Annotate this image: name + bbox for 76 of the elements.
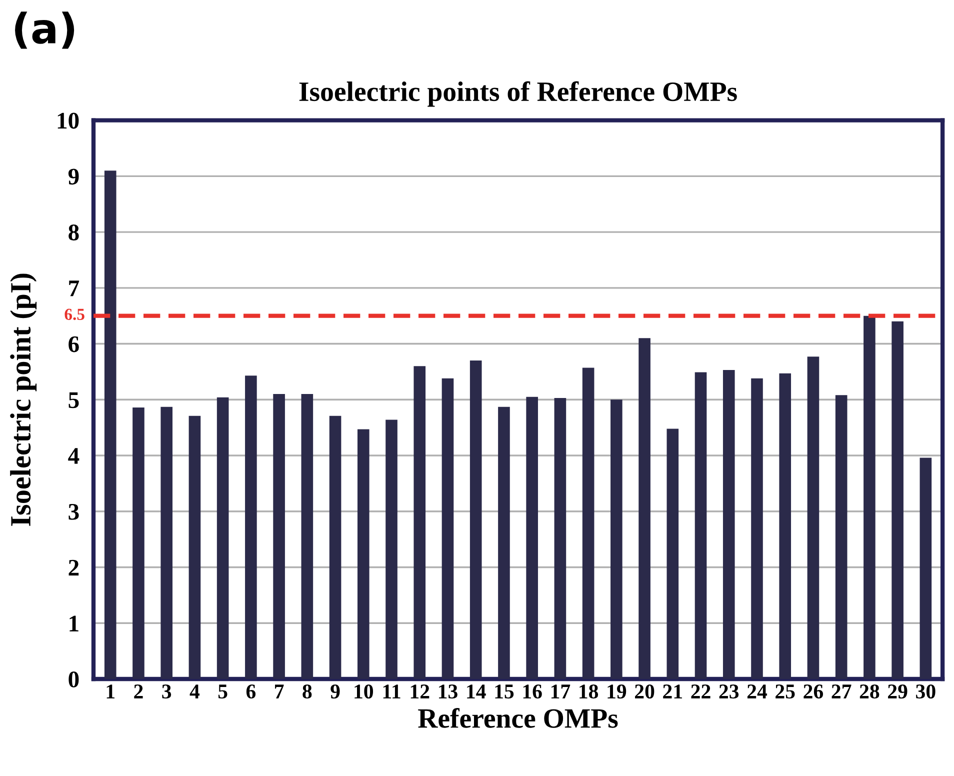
x-tick-label: 17	[551, 684, 570, 698]
y-tick-label: 9	[68, 168, 79, 185]
bar	[132, 407, 144, 679]
x-tick-label: 13	[438, 684, 458, 699]
y-tick-label: 0	[68, 671, 79, 688]
x-tick-label: 27	[832, 684, 852, 698]
x-tick-label: 1	[106, 684, 114, 698]
bar	[216, 397, 229, 679]
bar	[357, 429, 370, 679]
x-tick-label: 23	[719, 684, 739, 699]
x-tick-label: 26	[804, 684, 824, 699]
bar	[104, 170, 116, 679]
y-tick-label: 4	[68, 448, 80, 464]
bar	[526, 396, 538, 679]
bar	[779, 373, 792, 679]
x-tick-label: 11	[383, 684, 400, 698]
x-tick-label: 7	[275, 684, 284, 698]
bar	[892, 321, 904, 679]
bar	[245, 376, 257, 679]
bar	[722, 370, 735, 679]
y-tick-label: 6	[68, 336, 79, 352]
y-tick-label: 10	[58, 112, 79, 129]
x-tick-label: 4	[190, 684, 200, 698]
chart-title: Isoelectric points of Reference OMPs	[299, 81, 737, 107]
bar	[329, 416, 342, 679]
y-tick-label: 3	[68, 504, 79, 520]
bar	[835, 395, 848, 679]
x-tick-label: 9	[330, 684, 340, 699]
bar	[554, 398, 566, 679]
x-tick-label: 20	[634, 684, 654, 699]
bar	[694, 372, 707, 679]
x-tick-label: 5	[218, 684, 228, 699]
bar	[864, 316, 876, 679]
y-tick-label: 7	[69, 280, 80, 296]
bar	[442, 378, 454, 679]
x-tick-label: 16	[523, 684, 542, 699]
bar	[610, 400, 622, 679]
x-axis-title: Reference OMPs	[418, 708, 618, 728]
x-tick-label: 14	[467, 684, 486, 698]
x-tick-label: 6	[246, 684, 256, 699]
y-tick-label: 5	[68, 392, 79, 408]
bar	[386, 420, 398, 679]
bar	[301, 394, 314, 679]
x-tick-label: 15	[495, 684, 514, 699]
x-tick-label: 22	[691, 684, 710, 698]
bar	[470, 360, 482, 679]
bar	[188, 416, 201, 679]
bar	[638, 338, 650, 679]
bar	[273, 394, 285, 679]
ref-line-label: 6.5	[64, 308, 84, 320]
x-tick-label: 3	[162, 684, 172, 699]
x-tick-label: 24	[747, 684, 768, 698]
x-tick-label: 30	[916, 684, 936, 699]
bar	[160, 406, 172, 679]
bar	[498, 406, 510, 679]
bar	[582, 368, 594, 679]
bar	[666, 428, 679, 679]
y-axis-title: Isoelectric point (pI)	[10, 274, 37, 526]
bar	[751, 378, 763, 679]
bar	[414, 366, 426, 679]
text: (a)	[15, 12, 74, 49]
x-tick-label: 28	[860, 684, 880, 699]
x-tick-label: 18	[580, 684, 598, 699]
bar	[807, 356, 820, 679]
x-tick-label: 25	[776, 684, 795, 699]
x-tick-label: 19	[608, 684, 626, 699]
x-tick-label: 2	[134, 684, 143, 698]
x-tick-label: 12	[410, 684, 430, 698]
y-tick-label: 2	[68, 560, 79, 576]
bar	[920, 458, 932, 679]
x-tick-label: 29	[888, 684, 908, 699]
x-tick-label: 21	[663, 684, 682, 698]
x-tick-label: 8	[302, 684, 312, 699]
y-tick-label: 8	[68, 224, 79, 240]
y-tick-label: 1	[70, 616, 78, 632]
x-tick-label: 10	[354, 684, 374, 699]
